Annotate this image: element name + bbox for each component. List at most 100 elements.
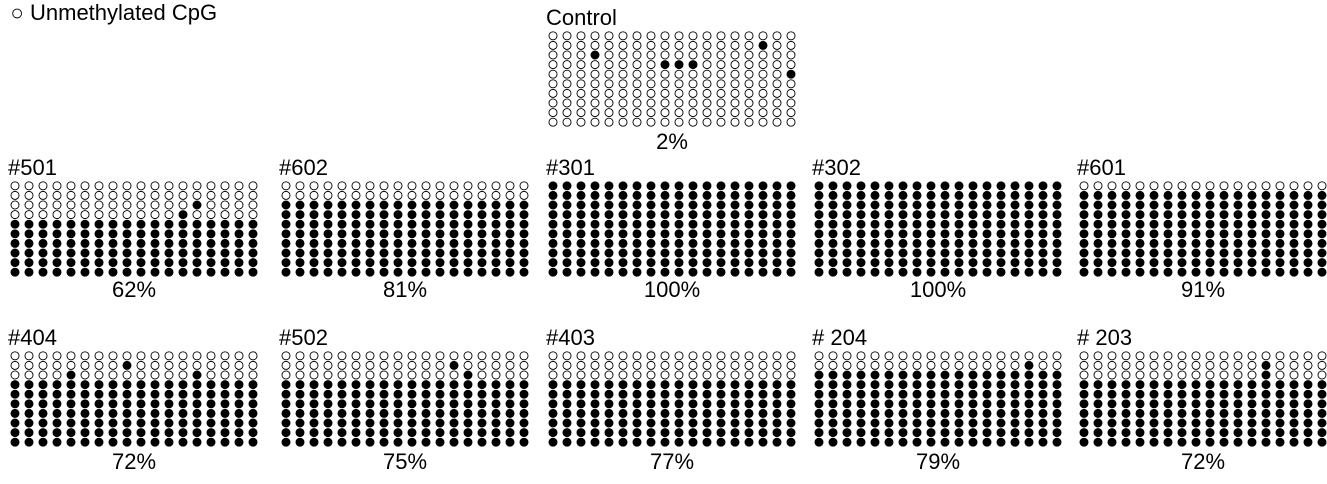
methylated-cpg-circle bbox=[80, 229, 90, 239]
unmethylated-cpg-circle bbox=[716, 79, 726, 89]
unmethylated-cpg-circle bbox=[1261, 351, 1271, 361]
unmethylated-cpg-circle bbox=[337, 190, 347, 200]
methylated-cpg-circle bbox=[435, 258, 445, 268]
methylated-cpg-circle bbox=[982, 248, 992, 258]
methylated-cpg-circle bbox=[491, 229, 501, 239]
methylated-cpg-circle bbox=[435, 238, 445, 248]
methylated-cpg-circle bbox=[80, 248, 90, 258]
methylated-cpg-circle bbox=[660, 181, 670, 191]
methylated-cpg-circle bbox=[632, 408, 642, 418]
methylated-cpg-circle bbox=[1247, 428, 1257, 438]
methylated-cpg-circle bbox=[884, 200, 894, 210]
unmethylated-cpg-circle bbox=[688, 88, 698, 98]
methylated-cpg-circle bbox=[828, 399, 838, 409]
methylated-cpg-circle bbox=[996, 219, 1006, 229]
methylated-cpg-circle bbox=[1261, 428, 1271, 438]
methylated-cpg-circle bbox=[758, 229, 768, 239]
methylated-cpg-circle bbox=[234, 380, 244, 390]
methylated-cpg-circle bbox=[1261, 437, 1271, 447]
methylated-cpg-circle bbox=[1205, 200, 1215, 210]
methylated-cpg-circle bbox=[660, 428, 670, 438]
methylated-cpg-circle bbox=[1275, 428, 1285, 438]
methylated-cpg-circle bbox=[122, 219, 132, 229]
unmethylated-cpg-circle bbox=[1303, 351, 1313, 361]
methylated-cpg-circle bbox=[10, 408, 20, 418]
methylated-cpg-circle bbox=[898, 380, 908, 390]
unmethylated-cpg-circle bbox=[66, 351, 76, 361]
methylated-cpg-circle bbox=[674, 399, 684, 409]
unmethylated-cpg-circle bbox=[477, 370, 487, 380]
methylation-panel-403: #403 77% bbox=[546, 327, 798, 475]
unmethylated-cpg-circle bbox=[660, 360, 670, 370]
methylated-cpg-circle bbox=[323, 200, 333, 210]
methylated-cpg-circle bbox=[192, 238, 202, 248]
methylated-cpg-circle bbox=[772, 437, 782, 447]
methylated-cpg-circle bbox=[604, 190, 614, 200]
methylated-cpg-circle bbox=[870, 229, 880, 239]
methylated-cpg-circle bbox=[1038, 219, 1048, 229]
unmethylated-cpg-circle bbox=[688, 370, 698, 380]
unmethylated-cpg-circle bbox=[604, 88, 614, 98]
methylated-cpg-circle bbox=[646, 210, 656, 220]
methylated-cpg-circle bbox=[604, 181, 614, 191]
methylated-cpg-circle bbox=[716, 267, 726, 277]
unmethylated-cpg-circle bbox=[24, 351, 34, 361]
methylated-cpg-circle bbox=[744, 428, 754, 438]
unmethylated-cpg-circle bbox=[688, 40, 698, 50]
methylated-cpg-circle bbox=[463, 219, 473, 229]
methylated-cpg-circle bbox=[604, 389, 614, 399]
methylated-cpg-circle bbox=[1191, 380, 1201, 390]
methylated-cpg-circle bbox=[660, 408, 670, 418]
methylated-cpg-circle bbox=[632, 380, 642, 390]
methylated-cpg-circle bbox=[604, 200, 614, 210]
methylated-cpg-circle bbox=[1247, 380, 1257, 390]
methylated-cpg-circle bbox=[786, 267, 796, 277]
methylated-cpg-circle bbox=[632, 229, 642, 239]
unmethylated-cpg-circle bbox=[435, 190, 445, 200]
methylated-cpg-circle bbox=[590, 258, 600, 268]
methylated-cpg-circle bbox=[281, 200, 291, 210]
methylated-cpg-circle bbox=[1093, 399, 1103, 409]
methylated-cpg-circle bbox=[1177, 238, 1187, 248]
methylated-cpg-circle bbox=[772, 219, 782, 229]
methylated-cpg-circle bbox=[449, 428, 459, 438]
methylated-cpg-circle bbox=[1010, 267, 1020, 277]
methylated-cpg-circle bbox=[548, 437, 558, 447]
methylated-cpg-circle bbox=[365, 200, 375, 210]
methylated-cpg-circle bbox=[968, 418, 978, 428]
unmethylated-cpg-circle bbox=[407, 351, 417, 361]
unmethylated-cpg-circle bbox=[828, 360, 838, 370]
methylated-cpg-circle bbox=[660, 258, 670, 268]
methylated-cpg-circle bbox=[309, 389, 319, 399]
methylated-cpg-circle bbox=[744, 399, 754, 409]
methylated-cpg-circle bbox=[996, 428, 1006, 438]
unmethylated-cpg-circle bbox=[758, 360, 768, 370]
methylated-cpg-circle bbox=[295, 219, 305, 229]
unmethylated-cpg-circle bbox=[38, 190, 48, 200]
methylated-cpg-circle bbox=[870, 267, 880, 277]
methylated-cpg-circle bbox=[548, 229, 558, 239]
unmethylated-cpg-circle bbox=[220, 370, 230, 380]
methylated-cpg-circle bbox=[688, 181, 698, 191]
methylated-cpg-circle bbox=[898, 219, 908, 229]
methylated-cpg-circle bbox=[590, 210, 600, 220]
methylated-cpg-circle bbox=[192, 258, 202, 268]
methylated-cpg-circle bbox=[421, 437, 431, 447]
methylated-cpg-circle bbox=[1303, 267, 1313, 277]
unmethylated-cpg-circle bbox=[744, 360, 754, 370]
unmethylated-cpg-circle bbox=[1052, 360, 1062, 370]
unmethylated-cpg-circle bbox=[136, 190, 146, 200]
methylated-cpg-circle bbox=[1038, 418, 1048, 428]
cpg-grid-602 bbox=[281, 181, 529, 277]
methylated-cpg-circle bbox=[421, 248, 431, 258]
methylated-cpg-circle bbox=[10, 380, 20, 390]
unmethylated-cpg-circle bbox=[632, 117, 642, 127]
methylated-cpg-circle bbox=[562, 200, 572, 210]
methylated-cpg-circle bbox=[38, 418, 48, 428]
unmethylated-cpg-circle bbox=[351, 370, 361, 380]
methylated-cpg-circle bbox=[870, 380, 880, 390]
unmethylated-cpg-circle bbox=[150, 210, 160, 220]
methylated-cpg-circle bbox=[884, 229, 894, 239]
methylated-cpg-circle bbox=[1275, 219, 1285, 229]
methylated-cpg-circle bbox=[1261, 200, 1271, 210]
